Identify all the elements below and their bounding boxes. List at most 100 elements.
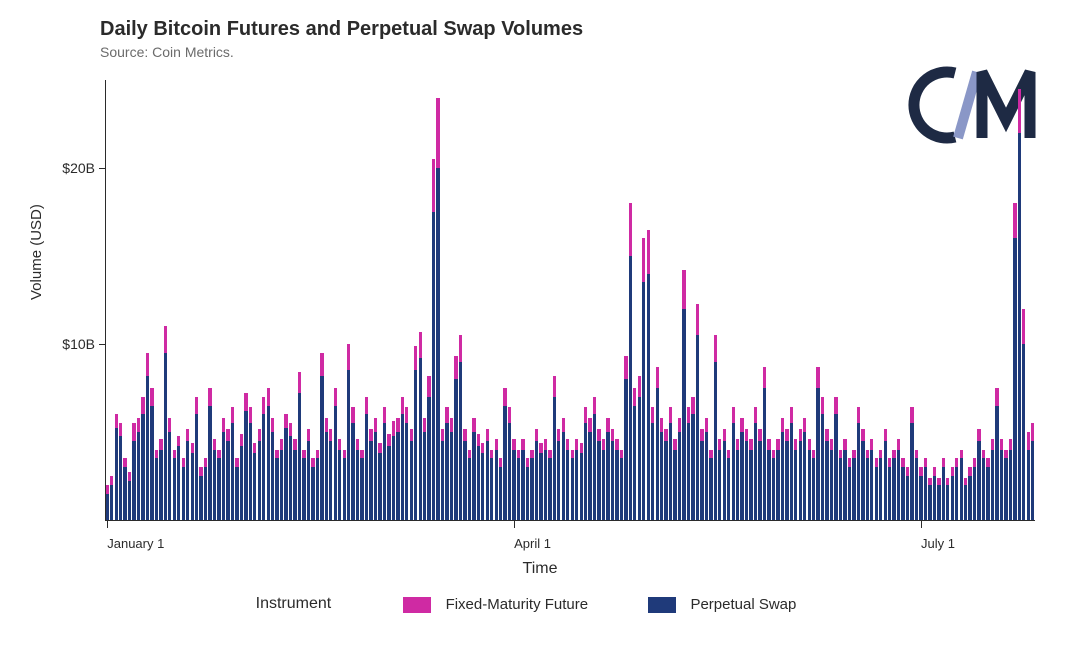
bar-perpetual — [808, 450, 811, 520]
bar-perpetual — [262, 414, 265, 520]
bar-perpetual — [705, 432, 708, 520]
bar-fixed — [700, 429, 703, 441]
bar — [687, 407, 690, 520]
bar-fixed — [351, 407, 354, 423]
bar-fixed — [915, 450, 918, 459]
bar — [302, 450, 305, 520]
bar-perpetual — [217, 458, 220, 520]
bar — [293, 439, 296, 520]
bar-perpetual — [173, 458, 176, 520]
bar-perpetual — [396, 432, 399, 520]
bar — [960, 450, 963, 520]
bar — [392, 421, 395, 520]
bar-perpetual — [977, 441, 980, 520]
bar-perpetual — [991, 450, 994, 520]
bar — [548, 450, 551, 520]
bar-fixed — [1004, 450, 1007, 459]
bar — [275, 450, 278, 520]
bar-perpetual — [875, 467, 878, 520]
bar-perpetual — [736, 450, 739, 520]
bar — [191, 443, 194, 520]
x-tick-mark — [921, 520, 922, 528]
bar — [571, 450, 574, 520]
bar-perpetual — [700, 441, 703, 520]
bar-perpetual — [656, 388, 659, 520]
bar — [351, 407, 354, 520]
bar-perpetual — [204, 467, 207, 520]
bar — [119, 423, 122, 520]
bar-perpetual — [799, 441, 802, 520]
bar-perpetual — [584, 423, 587, 520]
bar-fixed — [557, 429, 560, 441]
bar-perpetual — [164, 353, 167, 520]
chart-title: Daily Bitcoin Futures and Perpetual Swap… — [100, 18, 583, 41]
bar-fixed — [794, 439, 797, 450]
bar — [615, 439, 618, 520]
bar — [177, 436, 180, 520]
bar — [656, 367, 659, 520]
bar-perpetual — [423, 432, 426, 520]
bar-perpetual — [508, 423, 511, 520]
bar — [946, 478, 949, 520]
bar-perpetual — [951, 476, 954, 520]
bar-fixed — [159, 439, 162, 450]
bar — [1004, 450, 1007, 520]
bar-fixed — [441, 429, 444, 441]
bar-fixed — [597, 429, 600, 441]
bar-perpetual — [106, 494, 109, 520]
bar — [575, 439, 578, 520]
bar-fixed — [816, 367, 819, 388]
bar-perpetual — [879, 458, 882, 520]
bar — [383, 407, 386, 520]
bar-fixed — [329, 429, 332, 441]
bar-fixed — [106, 485, 109, 494]
bar-perpetual — [441, 441, 444, 520]
bar-fixed — [195, 397, 198, 415]
bar-perpetual — [356, 450, 359, 520]
bar-fixed — [280, 439, 283, 450]
bar-perpetual — [495, 450, 498, 520]
x-tick-label: January 1 — [107, 536, 164, 551]
bar — [651, 407, 654, 520]
bar-perpetual — [763, 388, 766, 520]
y-tick-label: $10B — [35, 336, 95, 352]
bar-fixed — [191, 443, 194, 454]
bar — [343, 450, 346, 520]
bar — [682, 270, 685, 520]
bar — [387, 434, 390, 520]
bar-perpetual — [946, 485, 949, 520]
bar-perpetual — [955, 467, 958, 520]
bar-fixed — [951, 467, 954, 476]
bar — [517, 450, 520, 520]
bar — [432, 159, 435, 520]
bar-perpetual — [816, 388, 819, 520]
bar — [204, 458, 207, 520]
bar — [360, 450, 363, 520]
bar — [857, 407, 860, 520]
bar-perpetual — [182, 467, 185, 520]
bar-fixed — [960, 450, 963, 459]
bar-fixed — [785, 429, 788, 441]
bar-perpetual — [772, 458, 775, 520]
bar-fixed — [553, 376, 556, 397]
bar-perpetual — [839, 458, 842, 520]
bar — [566, 439, 569, 520]
bar — [888, 458, 891, 520]
legend-title: Instrument — [256, 595, 332, 613]
bar — [164, 326, 167, 520]
bar-perpetual — [968, 476, 971, 520]
bar — [503, 388, 506, 520]
bar-fixed — [986, 458, 989, 467]
bar-perpetual — [624, 379, 627, 520]
bar-fixed — [217, 450, 220, 459]
bar — [968, 467, 971, 520]
bar-perpetual — [427, 397, 430, 520]
bar — [316, 450, 319, 520]
bar-fixed — [888, 458, 891, 467]
bar-fixed — [155, 450, 158, 459]
bar-fixed — [486, 429, 489, 441]
bar-fixed — [942, 458, 945, 467]
bar — [1009, 439, 1012, 520]
bar-fixed — [302, 450, 305, 459]
bar-perpetual — [928, 485, 931, 520]
